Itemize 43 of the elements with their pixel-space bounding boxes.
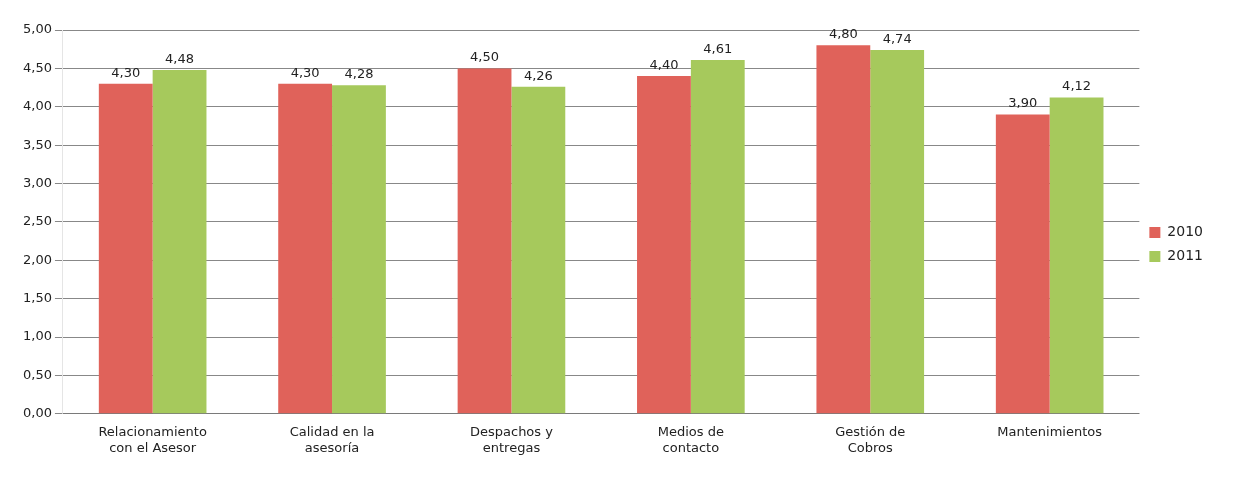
data-label: 4,30 <box>290 64 320 80</box>
data-label: 4,26 <box>523 67 553 83</box>
bar <box>870 49 925 414</box>
bar <box>278 83 333 414</box>
y-tick-label: 5,00 <box>22 21 52 37</box>
x-tick-label: Calidad en la asesoría <box>289 423 375 455</box>
data-label: 4,28 <box>344 66 374 82</box>
y-tick-label: 0,00 <box>22 405 52 421</box>
legend-label: 2010 <box>1167 223 1204 240</box>
y-tick-label: 4,50 <box>22 59 52 75</box>
x-tick-label: Medios de contacto <box>657 423 724 455</box>
bar <box>1049 97 1104 414</box>
bar <box>690 59 745 414</box>
bar <box>152 69 207 414</box>
bar <box>995 114 1050 414</box>
y-tick-label: 2,50 <box>22 213 52 229</box>
y-tick-label: 2,00 <box>22 251 52 267</box>
y-tick-label: 3,00 <box>22 174 52 190</box>
data-label: 4,61 <box>703 40 733 56</box>
x-tick-label: Despachos y entregas <box>469 423 554 455</box>
x-tick-label: Relacionamiento con el Asesor <box>98 423 207 455</box>
x-tick-label: Gestión de Cobros <box>835 423 906 455</box>
bar <box>332 85 386 414</box>
data-label: 4,48 <box>165 50 195 66</box>
y-tick-label: 3,50 <box>22 136 52 152</box>
bar <box>637 76 691 414</box>
data-label: 4,40 <box>649 56 679 72</box>
bar <box>816 45 871 414</box>
y-tick-label: 4,00 <box>22 98 52 114</box>
bar <box>98 83 153 414</box>
bar <box>511 86 566 414</box>
x-tick-label: Mantenimientos <box>997 423 1103 439</box>
data-label: 4,50 <box>470 49 500 65</box>
y-tick-label: 1,50 <box>22 290 52 306</box>
y-tick-label: 0,50 <box>22 366 52 382</box>
data-label: 4,80 <box>828 26 858 42</box>
data-label: 4,74 <box>882 30 912 46</box>
legend-label: 2011 <box>1167 247 1204 264</box>
y-tick-label: 1,00 <box>22 328 52 344</box>
bar <box>457 68 512 414</box>
data-label: 4,12 <box>1062 78 1092 94</box>
data-label: 3,90 <box>1008 95 1038 111</box>
data-label: 4,30 <box>111 64 141 80</box>
